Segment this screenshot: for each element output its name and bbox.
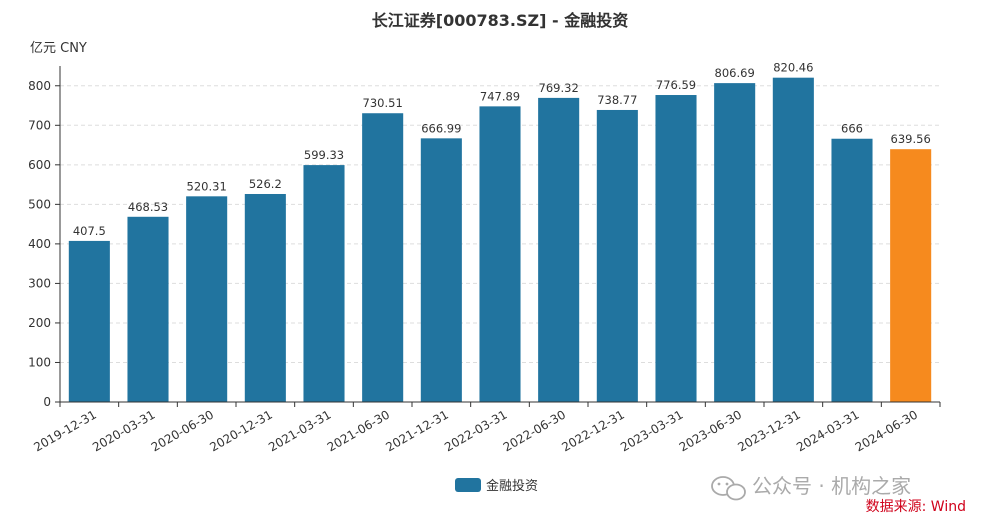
x-tick-label: 2020-12-31 bbox=[207, 407, 274, 454]
data-label: 407.5 bbox=[73, 224, 106, 238]
data-label: 820.46 bbox=[773, 61, 813, 75]
watermark-text: 公众号 · 机构之家 bbox=[752, 474, 911, 498]
x-tick-label: 2023-06-30 bbox=[677, 407, 744, 454]
x-tick-label: 2021-12-31 bbox=[383, 407, 450, 454]
data-label: 526.2 bbox=[249, 177, 282, 191]
bar-2022-12-31[interactable] bbox=[596, 109, 638, 402]
bar-2020-12-31[interactable] bbox=[244, 193, 286, 402]
data-label: 639.56 bbox=[891, 132, 931, 146]
bars bbox=[68, 77, 932, 403]
x-tick-label: 2023-12-31 bbox=[735, 407, 802, 454]
legend-swatch bbox=[455, 478, 481, 492]
bar-2019-12-31[interactable] bbox=[68, 240, 110, 402]
y-tick-label: 400 bbox=[28, 237, 51, 251]
bar-2022-03-31[interactable] bbox=[479, 106, 521, 403]
bar-2021-03-31[interactable] bbox=[303, 165, 345, 402]
x-tick-label: 2022-06-30 bbox=[501, 407, 568, 454]
data-label: 806.69 bbox=[715, 66, 755, 80]
bar-2022-06-30[interactable] bbox=[538, 97, 580, 402]
y-tick-label: 500 bbox=[28, 197, 51, 211]
x-tick-label: 2019-12-31 bbox=[31, 407, 98, 454]
data-label: 738.77 bbox=[597, 93, 637, 107]
data-label: 599.33 bbox=[304, 148, 344, 162]
x-tick-labels: 2019-12-312020-03-312020-06-302020-12-31… bbox=[31, 407, 920, 454]
y-axis-unit: 亿元 CNY bbox=[30, 41, 87, 56]
bar-2021-12-31[interactable] bbox=[420, 138, 462, 402]
x-tick-label: 2021-06-30 bbox=[325, 407, 392, 454]
data-label: 666.99 bbox=[421, 121, 461, 135]
data-label: 666 bbox=[841, 122, 863, 136]
y-tick-label: 300 bbox=[28, 276, 51, 290]
x-tick-label: 2023-03-31 bbox=[618, 407, 685, 454]
data-label: 520.31 bbox=[187, 179, 227, 193]
bar-2024-03-31[interactable] bbox=[831, 138, 873, 402]
source-text: 数据来源: Wind bbox=[866, 499, 966, 515]
bar-2024-06-30[interactable] bbox=[890, 149, 932, 402]
y-tick-label: 700 bbox=[28, 118, 51, 132]
y-tick-label: 600 bbox=[28, 158, 51, 172]
x-tick-label: 2022-03-31 bbox=[442, 407, 509, 454]
bar-2020-06-30[interactable] bbox=[186, 196, 228, 402]
bar-2021-06-30[interactable] bbox=[362, 113, 404, 402]
data-label: 769.32 bbox=[539, 81, 579, 95]
x-tick-label: 2024-03-31 bbox=[794, 407, 861, 454]
data-label: 468.53 bbox=[128, 200, 168, 214]
x-tick-label: 2022-12-31 bbox=[559, 407, 626, 454]
x-tick-label: 2020-06-30 bbox=[149, 407, 216, 454]
legend-label: 金融投资 bbox=[486, 478, 538, 494]
bar-2020-03-31[interactable] bbox=[127, 216, 169, 402]
axes bbox=[55, 66, 941, 407]
bar-2023-03-31[interactable] bbox=[655, 95, 697, 402]
x-tick-label: 2020-03-31 bbox=[90, 407, 157, 454]
y-tick-labels: 0 100 200 300 400 500 600 700 800 bbox=[28, 79, 51, 409]
y-tick-label: 0 bbox=[43, 395, 51, 409]
data-labels: 407.5 468.53 520.31 526.2 599.33 730.51 666.99… bbox=[73, 61, 931, 238]
bar-2023-12-31[interactable] bbox=[772, 77, 814, 402]
data-label: 747.89 bbox=[480, 89, 520, 103]
y-tick-label: 800 bbox=[28, 79, 51, 93]
y-tick-label: 200 bbox=[28, 316, 51, 330]
legend[interactable]: 金融投资 bbox=[455, 478, 538, 494]
chart-title: 长江证券[000783.SZ] - 金融投资 bbox=[372, 11, 628, 30]
data-label: 730.51 bbox=[363, 96, 403, 110]
x-tick-label: 2021-03-31 bbox=[266, 407, 333, 454]
x-tick-label: 2024-06-30 bbox=[853, 407, 920, 454]
wechat-icon bbox=[711, 476, 746, 501]
y-tick-label: 100 bbox=[28, 355, 51, 369]
data-label: 776.59 bbox=[656, 78, 696, 92]
watermark: 公众号 · 机构之家 bbox=[711, 474, 911, 501]
bar-2023-06-30[interactable] bbox=[714, 83, 756, 403]
